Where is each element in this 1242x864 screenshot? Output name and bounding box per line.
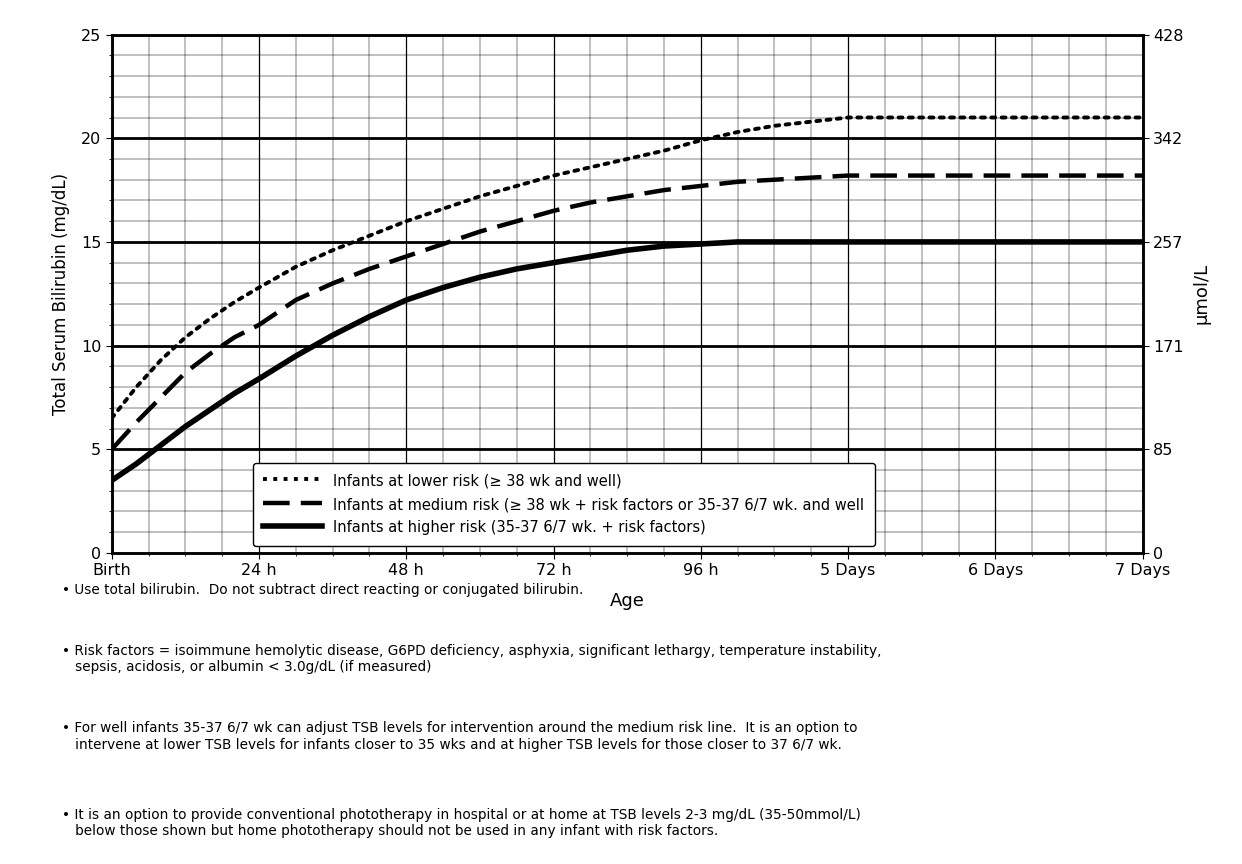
Legend: Infants at lower risk (≥ 38 wk and well), Infants at medium risk (≥ 38 wk + risk: Infants at lower risk (≥ 38 wk and well)… — [253, 463, 874, 546]
Text: • Use total bilirubin.  Do not subtract direct reacting or conjugated bilirubin.: • Use total bilirubin. Do not subtract d… — [62, 583, 584, 597]
Y-axis label: Total Serum Bilirubin (mg/dL): Total Serum Bilirubin (mg/dL) — [52, 173, 70, 415]
X-axis label: Age: Age — [610, 592, 645, 610]
Text: • It is an option to provide conventional phototherapy in hospital or at home at: • It is an option to provide conventiona… — [62, 808, 861, 838]
Text: • Risk factors = isoimmune hemolytic disease, G6PD deficiency, asphyxia, signifi: • Risk factors = isoimmune hemolytic dis… — [62, 644, 882, 674]
Text: • For well infants 35-37 6/7 wk can adjust TSB levels for intervention around th: • For well infants 35-37 6/7 wk can adju… — [62, 721, 857, 752]
Y-axis label: μmol/L: μmol/L — [1192, 264, 1210, 324]
